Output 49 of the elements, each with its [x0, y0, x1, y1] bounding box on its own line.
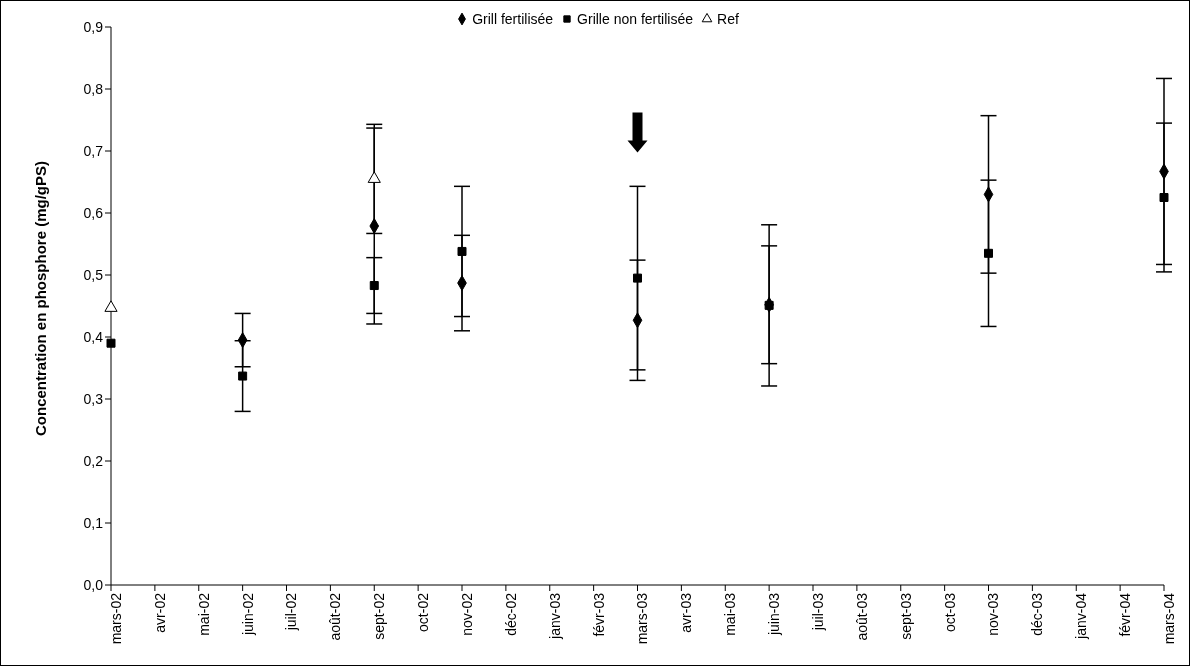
- x-tick-label: août-03: [853, 592, 870, 641]
- x-tick-label: sept-03: [897, 592, 914, 640]
- y-tick-label: 0,0: [83, 576, 104, 593]
- point: [984, 248, 993, 258]
- legend-label: Grille non fertilisée: [577, 11, 694, 27]
- point: [106, 338, 116, 348]
- x-tick-label: août-02: [327, 592, 344, 641]
- x-tick-label: oct-02: [415, 592, 432, 632]
- y-tick-label: 0,5: [83, 266, 104, 283]
- y-tick-label: 0,9: [83, 18, 104, 35]
- y-tick-label: 0,3: [83, 390, 104, 407]
- y-tick-label: 0,7: [83, 142, 104, 159]
- y-tick-label: 0,8: [83, 80, 104, 97]
- point: [367, 171, 381, 183]
- point: [764, 300, 774, 310]
- y-tick-label: 0,2: [83, 452, 104, 469]
- x-tick-label: sept-02: [371, 592, 388, 640]
- x-tick-label: mai-02: [195, 592, 212, 636]
- x-tick-label: juil-02: [283, 592, 300, 632]
- x-tick-label: janv-03: [546, 592, 563, 640]
- x-tick-label: déc-03: [1029, 592, 1046, 636]
- x-tick-label: mars-02: [107, 592, 124, 645]
- y-tick-label: 0,4: [83, 328, 104, 345]
- y-tick-label: 0,6: [83, 204, 104, 221]
- x-tick-label: nov-02: [458, 592, 475, 636]
- legend-label: Grill fertilisée: [472, 11, 554, 27]
- x-tick-label: mars-03: [634, 592, 651, 645]
- x-tick-label: juil-03: [809, 592, 826, 632]
- legend-label: Ref: [717, 11, 739, 27]
- x-tick-label: mai-03: [722, 592, 739, 636]
- point: [104, 300, 118, 312]
- x-tick-label: févr-04: [1117, 592, 1134, 637]
- x-tick-label: mars-04: [1160, 592, 1177, 645]
- point: [457, 246, 467, 256]
- x-tick-label: nov-03: [985, 592, 1002, 636]
- x-tick-label: juin-02: [239, 592, 256, 637]
- point: [369, 281, 379, 291]
- x-tick-label: avr-02: [151, 592, 168, 633]
- x-tick-label: janv-04: [1073, 592, 1090, 640]
- point: [238, 371, 248, 381]
- y-tick-label: 0,1: [83, 514, 104, 531]
- point: [1159, 193, 1169, 202]
- point: [633, 273, 642, 283]
- x-tick-label: avr-03: [678, 592, 695, 633]
- x-tick-label: févr-03: [590, 592, 607, 637]
- y-axis-title: Concentration en phosphore (mg/gPS): [32, 160, 50, 436]
- x-tick-label: juin-03: [766, 592, 783, 637]
- x-tick-label: déc-02: [502, 592, 519, 636]
- x-tick-label: oct-03: [941, 592, 958, 632]
